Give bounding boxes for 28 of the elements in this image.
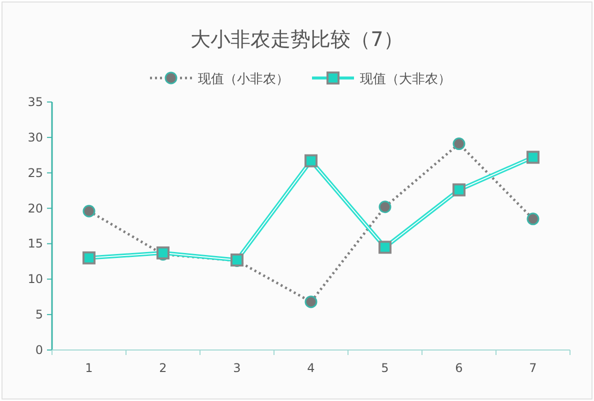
point [378, 240, 392, 254]
x-tick-label: 5 [381, 361, 389, 375]
y-tick-label: 30 [28, 130, 43, 144]
y-tick-label: 25 [28, 166, 43, 180]
point [378, 200, 392, 214]
point [82, 251, 96, 264]
legend-label: 现值（大非农） [360, 72, 451, 87]
chart-title: 大小非农走势比较（7） [190, 27, 404, 51]
x-tick-label: 3 [233, 361, 241, 375]
point [452, 183, 466, 196]
x-tick-label: 2 [159, 361, 167, 375]
point [526, 212, 540, 226]
x-tick-label: 6 [455, 361, 463, 375]
x-tick-label: 7 [529, 361, 537, 375]
y-tick-label: 35 [28, 95, 43, 109]
y-tick-label: 20 [28, 201, 43, 216]
y-tick-label: 15 [28, 236, 43, 251]
point [304, 154, 318, 168]
x-tick-label: 4 [307, 361, 315, 375]
legend-label: 现值（小非农） [198, 72, 289, 87]
y-tick-label: 5 [35, 308, 43, 322]
x-tick-label: 1 [85, 361, 93, 375]
point [82, 204, 96, 218]
y-tick-label: 10 [28, 272, 43, 286]
point [452, 138, 466, 150]
point [304, 296, 318, 308]
y-tick-label: 0 [35, 343, 43, 357]
point [526, 150, 540, 164]
